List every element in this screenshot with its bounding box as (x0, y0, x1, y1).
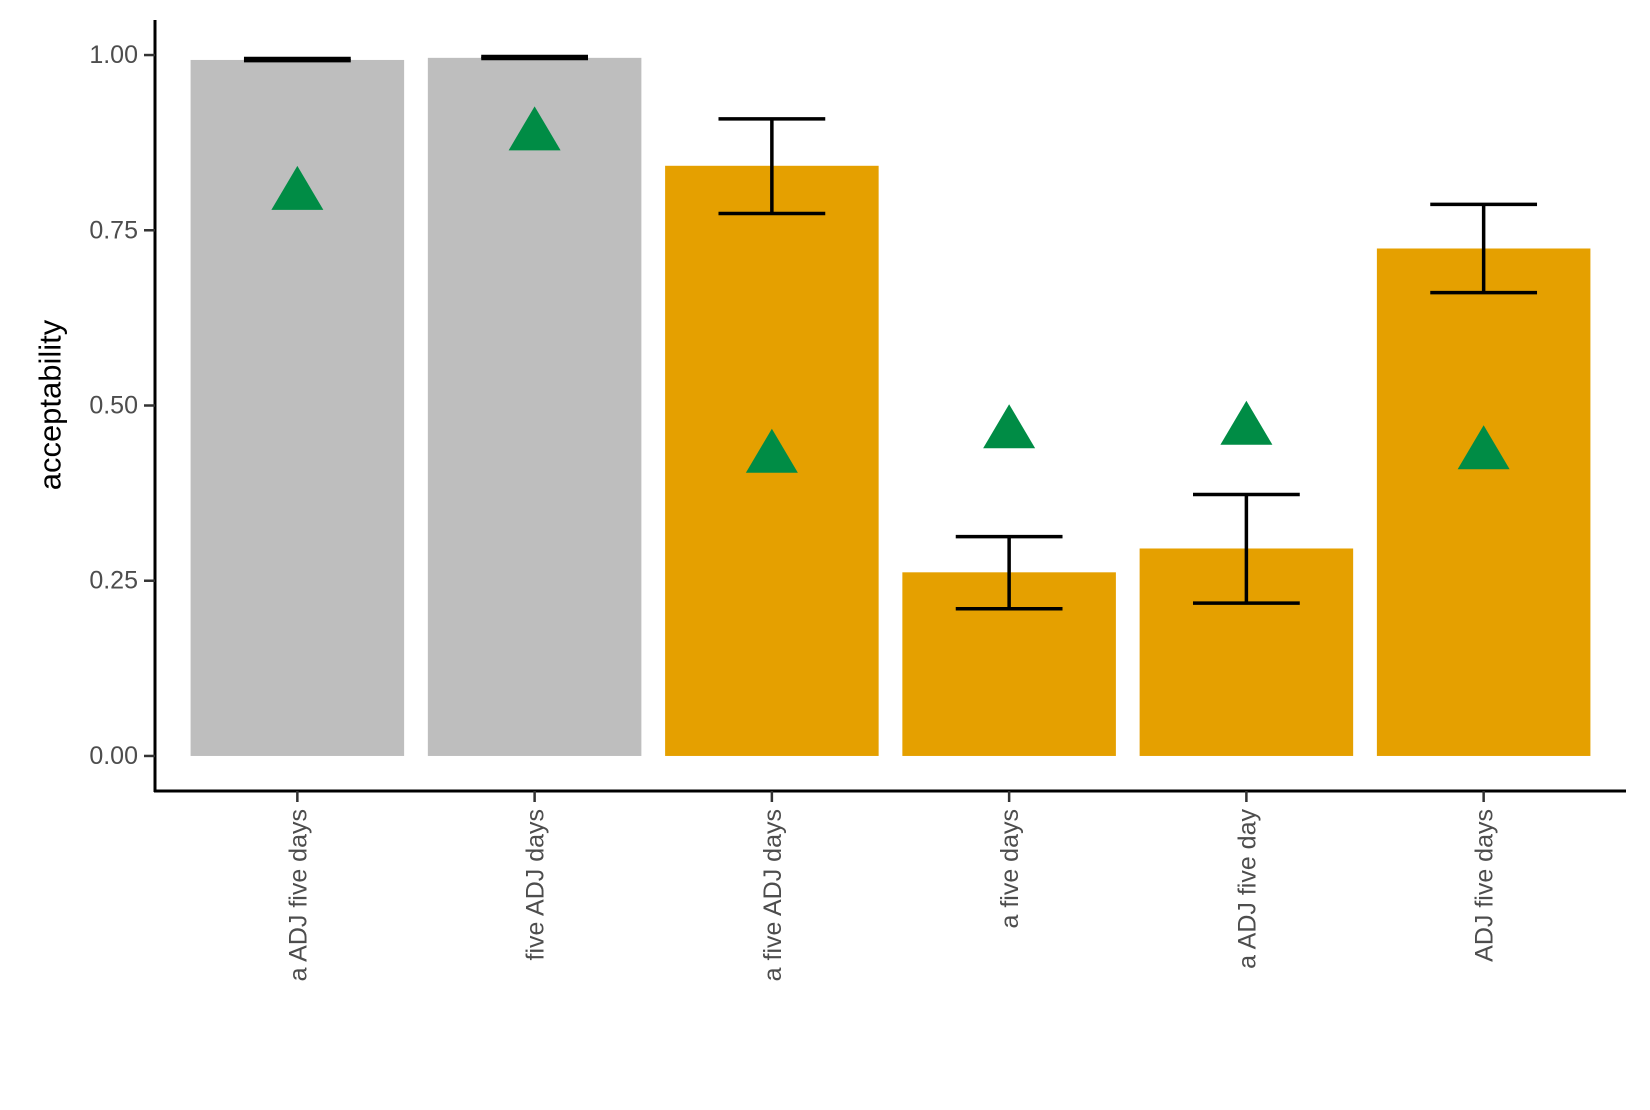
x-tick-label-1: a ADJ five days (284, 809, 312, 981)
bars-layer (190, 57, 1591, 756)
triangle-marker-5 (1220, 400, 1273, 445)
x-axis-ticks: a ADJ five days five ADJ days a five ADJ d… (284, 791, 1499, 981)
y-tick-label-4: 0.75 (89, 216, 138, 244)
y-tick-label-2: 0.25 (89, 567, 138, 595)
y-axis-ticks: 0.00 0.25 0.50 0.75 1.00 (89, 41, 155, 770)
bar-6 (1376, 248, 1591, 756)
x-tick-label-5: a ADJ five day (1233, 809, 1261, 969)
triangle-marker-2 (508, 106, 561, 151)
triangle-marker-4 (983, 404, 1036, 449)
triangle-marker-6 (1457, 425, 1510, 470)
x-tick-label-6: ADJ five days (1471, 809, 1499, 962)
markers-layer (271, 106, 1510, 473)
y-tick-label-3: 0.50 (89, 392, 138, 420)
y-axis-title: acceptability (33, 319, 68, 490)
y-tick-label-1: 0.00 (89, 742, 138, 770)
x-tick-label-4: a five days (996, 809, 1024, 929)
bar-1 (190, 59, 405, 756)
x-tick-label-3: a five ADJ days (759, 809, 787, 981)
triangle-marker-1 (271, 165, 324, 210)
error-bars-layer (243, 54, 1538, 611)
y-tick-label-5: 1.00 (89, 41, 138, 69)
bar-2 (427, 57, 642, 756)
triangle-marker-3 (745, 428, 798, 473)
x-tick-label-2: five ADJ days (522, 809, 550, 960)
